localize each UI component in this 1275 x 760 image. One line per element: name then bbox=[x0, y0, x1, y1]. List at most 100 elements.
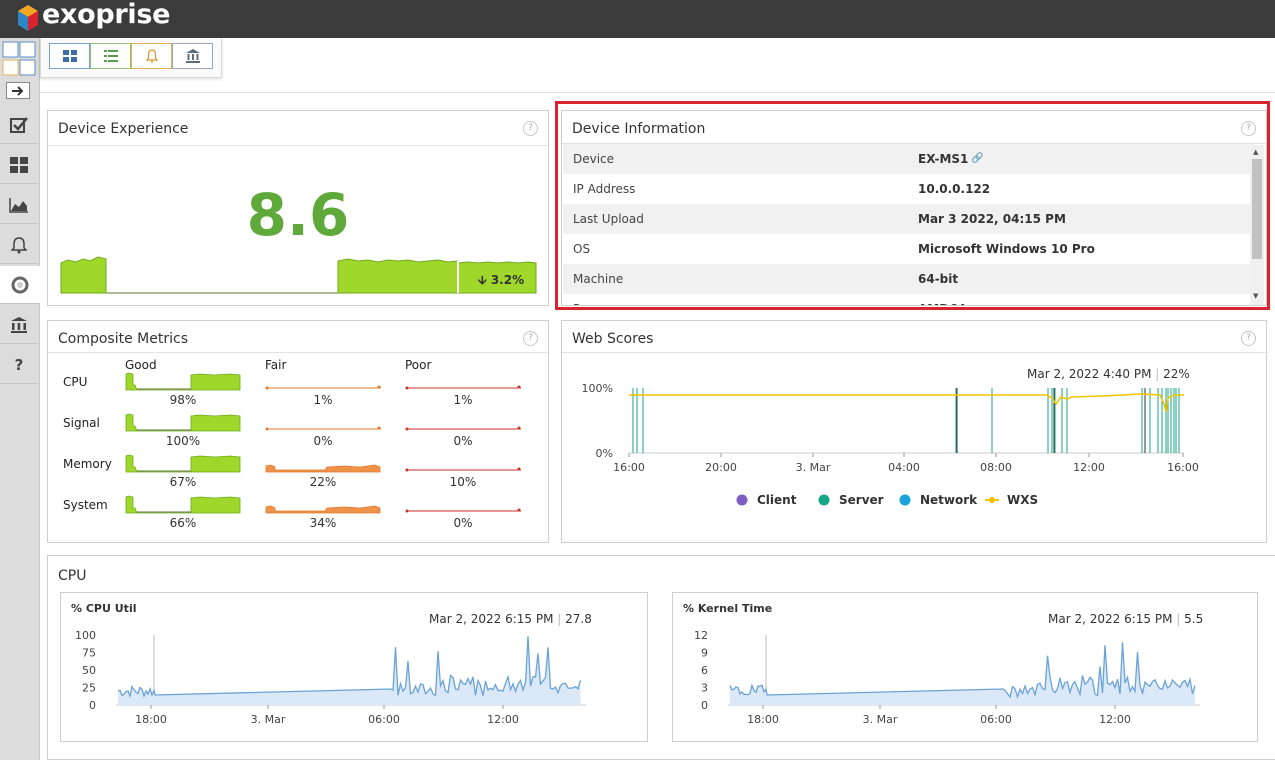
y-tick: 100 bbox=[75, 629, 96, 642]
info-key: Device bbox=[573, 152, 615, 166]
brand-name[interactable]: exoprise bbox=[42, 0, 171, 30]
metric-percent: 34% bbox=[309, 516, 337, 530]
x-tick: 12:00 bbox=[1099, 713, 1131, 726]
info-value: Microsoft Windows 10 Pro bbox=[918, 242, 1095, 256]
highlight-box bbox=[555, 101, 1270, 310]
device-information-panel: Device Information ? Device EX-MS1 🔗 IP Ad… bbox=[561, 110, 1267, 306]
list-view-button[interactable] bbox=[90, 43, 131, 69]
arrow-down-icon: 🡫 bbox=[478, 273, 487, 287]
sidebar-item-help[interactable]: ? bbox=[0, 346, 38, 384]
metric-sparkline bbox=[265, 385, 381, 390]
top-bar bbox=[0, 0, 1275, 38]
metric-percent: 98% bbox=[169, 393, 197, 407]
info-value[interactable]: EX-MS1 bbox=[918, 152, 969, 166]
y-tick: 0% bbox=[596, 447, 613, 460]
chart-readout: Mar 2, 2022 6:15 PM | 5.5 bbox=[1048, 612, 1204, 626]
metric-label: System bbox=[63, 498, 108, 512]
y-tick: 50 bbox=[82, 664, 96, 677]
metric-sparkline bbox=[405, 385, 521, 390]
x-tick: 04:00 bbox=[888, 461, 920, 474]
metric-sparkline bbox=[405, 508, 521, 513]
metric-percent: 22% bbox=[309, 475, 337, 489]
network-icon bbox=[11, 276, 29, 293]
y-tick: 100% bbox=[582, 382, 613, 395]
sidebar-item-network[interactable] bbox=[0, 266, 40, 304]
sidebar-item-charts[interactable] bbox=[0, 186, 38, 224]
bell-icon bbox=[11, 236, 27, 253]
kernel-time-chart-panel: % Kernel Time Mar 2, 2022 6:15 PM | 5.5 … bbox=[672, 592, 1258, 742]
sidebar-item-bank[interactable] bbox=[0, 306, 38, 344]
y-tick: 25 bbox=[82, 682, 96, 695]
readout-value: 5.5 bbox=[1184, 612, 1204, 626]
metric-label: Memory bbox=[63, 457, 112, 471]
info-key: IP Address bbox=[573, 182, 636, 196]
exoprise-logo-icon[interactable] bbox=[16, 3, 40, 33]
metric-percent: 0% bbox=[453, 434, 473, 448]
metric-sparkline bbox=[125, 372, 241, 391]
chart-title: % Kernel Time bbox=[683, 602, 773, 615]
web-scores-chart: 100%0%16:00 20:00 3. Mar 04:00 08:00 12:00 16:… bbox=[582, 382, 1199, 507]
panel-title: Device Experience bbox=[58, 121, 189, 137]
metric-label: CPU bbox=[63, 375, 88, 389]
column-poor: Poor bbox=[405, 358, 432, 372]
y-tick: 6 bbox=[701, 664, 708, 677]
bank-view-button[interactable] bbox=[172, 43, 213, 69]
readout-time: Mar 2, 2022 6:15 PM bbox=[429, 612, 554, 626]
section-title: CPU bbox=[58, 568, 87, 584]
link-icon[interactable]: 🔗 bbox=[971, 153, 984, 164]
dashboard-icon bbox=[10, 156, 28, 173]
y-tick: 0 bbox=[89, 699, 96, 712]
expand-arrow-icon[interactable] bbox=[6, 82, 30, 99]
legend-item[interactable]: Server bbox=[839, 493, 884, 507]
y-tick: 0 bbox=[701, 699, 708, 712]
sidebar-item-dashboard[interactable] bbox=[0, 146, 38, 184]
metric-sparkline bbox=[265, 464, 381, 473]
alerts-view-button[interactable] bbox=[131, 43, 172, 69]
metric-percent: 10% bbox=[449, 475, 477, 489]
scrollbar[interactable]: ▲ ▼ bbox=[1250, 145, 1264, 305]
help-icon[interactable]: ? bbox=[1241, 331, 1256, 346]
y-tick: 3 bbox=[701, 682, 708, 695]
metric-sparkline bbox=[405, 426, 521, 431]
help-icon[interactable]: ? bbox=[523, 331, 538, 346]
info-row: Last Upload Mar 3 2022, 04:15 PM bbox=[563, 204, 1255, 234]
x-tick: 16:00 bbox=[1167, 461, 1199, 474]
legend-item[interactable]: WXS bbox=[1007, 493, 1038, 507]
metric-percent: 67% bbox=[169, 475, 197, 489]
sidebar-item-tasks[interactable] bbox=[0, 106, 38, 144]
grid-view-button[interactable] bbox=[49, 43, 90, 69]
series-line bbox=[117, 636, 582, 699]
panel-title: Web Scores bbox=[572, 331, 654, 347]
info-value: 10.0.0.122 bbox=[918, 182, 991, 196]
x-tick: 3. Mar bbox=[863, 713, 898, 726]
readout-time: Mar 2, 2022 4:40 PM bbox=[1027, 367, 1152, 381]
x-tick: 12:00 bbox=[1073, 461, 1105, 474]
legend-item[interactable]: Network bbox=[920, 493, 978, 507]
list-icon bbox=[103, 50, 118, 62]
x-tick: 12:00 bbox=[487, 713, 519, 726]
area-chart-icon bbox=[9, 197, 28, 213]
sidebar-item-alerts[interactable] bbox=[0, 226, 38, 264]
grid-icon bbox=[62, 50, 77, 62]
divider bbox=[40, 92, 1275, 93]
web-scores-readout: Mar 2, 2022 4:40 PM | 22% bbox=[1027, 367, 1190, 381]
info-row: IP Address 10.0.0.122 bbox=[563, 174, 1255, 204]
info-key: OS bbox=[573, 242, 591, 256]
legend-item[interactable]: Client bbox=[757, 493, 797, 507]
metric-percent: 1% bbox=[313, 393, 333, 407]
series-line bbox=[729, 642, 1196, 699]
checkbox-icon bbox=[10, 116, 28, 133]
metric-sparkline bbox=[125, 413, 241, 432]
view-switcher-icon[interactable] bbox=[2, 41, 38, 77]
panel-title: Device Information bbox=[572, 121, 706, 137]
metric-sparkline bbox=[125, 454, 241, 473]
help-icon[interactable]: ? bbox=[1241, 121, 1256, 136]
bank-icon bbox=[11, 316, 27, 333]
metric-percent: 0% bbox=[453, 516, 473, 530]
help-icon[interactable]: ? bbox=[523, 121, 538, 136]
metric-sparkline bbox=[265, 505, 381, 514]
readout-value: 27.8 bbox=[565, 612, 592, 626]
bank-icon bbox=[185, 49, 200, 63]
x-tick: 18:00 bbox=[135, 713, 167, 726]
info-value: AMD64 bbox=[918, 294, 966, 305]
